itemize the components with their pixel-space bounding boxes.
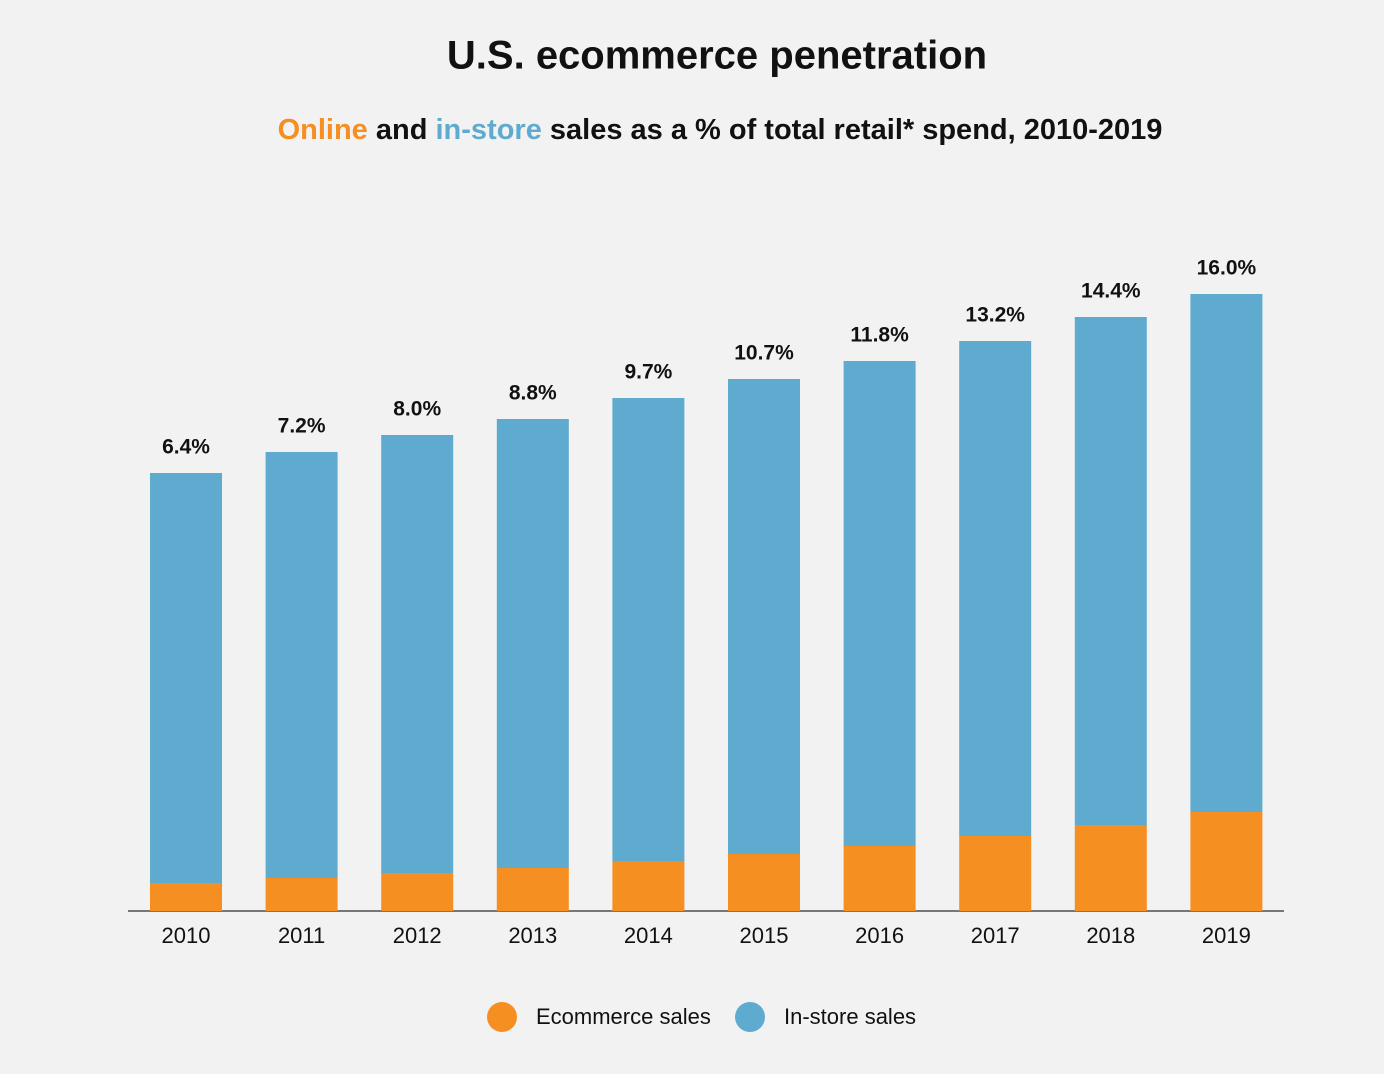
bar-segment: [612, 861, 685, 911]
legend-label: In-store sales: [784, 1004, 916, 1029]
share-label: 9.7%: [624, 361, 672, 384]
share-label: 11.8%: [850, 324, 909, 347]
legend-swatch: [487, 1002, 517, 1032]
bar-segment: [612, 398, 685, 861]
share-label: 8.8%: [509, 382, 557, 405]
bar-segment: [843, 361, 916, 846]
x-tick-label: 2014: [624, 923, 673, 948]
bar-segment: [150, 473, 222, 883]
bar-segment: [728, 854, 800, 911]
x-tick-label: 2011: [278, 923, 325, 948]
share-label: 16.0%: [1197, 257, 1257, 280]
share-label: 13.2%: [965, 304, 1025, 327]
x-tick-label: 2012: [393, 923, 442, 948]
bar-segment: [1074, 825, 1147, 911]
x-tick-label: 2015: [740, 923, 789, 948]
bar-segment: [150, 883, 222, 911]
bar-segment: [959, 341, 1032, 836]
bar-segment: [959, 836, 1032, 911]
share-label: 6.4%: [162, 436, 210, 459]
x-tick-label: 2010: [162, 923, 211, 948]
share-label: 8.0%: [393, 398, 441, 421]
bar-segment: [381, 873, 454, 911]
bar-segment: [496, 419, 569, 868]
share-label: 7.2%: [278, 415, 326, 438]
x-tick-label: 2017: [971, 923, 1020, 948]
x-tick-label: 2019: [1202, 923, 1251, 948]
share-label: 14.4%: [1081, 280, 1141, 303]
bar-segment: [381, 435, 454, 873]
chart-subtitle: Online and in-store sales as a % of tota…: [278, 114, 1163, 146]
bar-segment: [1074, 317, 1147, 825]
legend-swatch: [735, 1002, 765, 1032]
subtitle-part: Online: [278, 114, 368, 146]
bar-segment: [1190, 812, 1263, 911]
chart-title: U.S. ecommerce penetration: [447, 34, 987, 78]
subtitle-part: in-store: [435, 114, 541, 146]
x-tick-label: 2018: [1086, 923, 1135, 948]
subtitle-part: and: [376, 114, 428, 146]
x-tick-label: 2016: [855, 923, 904, 948]
bar-segment: [265, 452, 338, 878]
bar-segment: [496, 868, 569, 911]
share-label: 10.7%: [734, 342, 794, 365]
bar-segment: [1190, 294, 1263, 812]
bar-segment: [843, 846, 916, 911]
subtitle-part: sales as a % of total retail* spend, 201…: [550, 114, 1163, 146]
legend-label: Ecommerce sales: [536, 1004, 711, 1029]
bar-segment: [728, 379, 800, 854]
x-tick-label: 2013: [508, 923, 557, 948]
bar-segment: [265, 878, 338, 911]
